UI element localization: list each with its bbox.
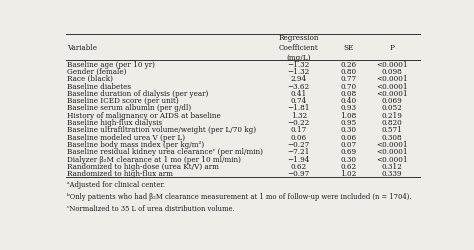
Text: 0.77: 0.77 <box>340 75 356 83</box>
Text: 0.820: 0.820 <box>381 118 402 126</box>
Text: Baseline body mass index (per kg/m²): Baseline body mass index (per kg/m²) <box>66 140 204 148</box>
Text: 0.219: 0.219 <box>381 111 402 119</box>
Text: Baseline ultrafiltration volume/weight (per L/70 kg): Baseline ultrafiltration volume/weight (… <box>66 126 255 134</box>
Text: 0.70: 0.70 <box>340 82 356 90</box>
Text: 0.308: 0.308 <box>382 133 402 141</box>
Text: <0.0001: <0.0001 <box>376 82 408 90</box>
Text: 0.06: 0.06 <box>340 133 356 141</box>
Text: Baseline duration of dialysis (per year): Baseline duration of dialysis (per year) <box>66 90 208 98</box>
Text: 0.08: 0.08 <box>340 90 356 98</box>
Text: 0.30: 0.30 <box>340 126 356 134</box>
Text: Baseline ICED score (per unit): Baseline ICED score (per unit) <box>66 97 178 105</box>
Text: 1.08: 1.08 <box>340 111 356 119</box>
Text: Baseline high-flux dialysis: Baseline high-flux dialysis <box>66 118 162 126</box>
Text: −0.22: −0.22 <box>288 118 310 126</box>
Text: 0.62: 0.62 <box>291 162 307 170</box>
Text: 0.30: 0.30 <box>340 155 356 163</box>
Text: Race (black): Race (black) <box>66 75 113 83</box>
Text: −0.27: −0.27 <box>288 140 310 148</box>
Text: <0.0001: <0.0001 <box>376 90 408 98</box>
Text: <0.0001: <0.0001 <box>376 155 408 163</box>
Text: 0.95: 0.95 <box>340 118 356 126</box>
Text: History of malignancy or AIDS at baseline: History of malignancy or AIDS at baselin… <box>66 111 220 119</box>
Text: Baseline modeled urea V (per L): Baseline modeled urea V (per L) <box>66 133 185 141</box>
Text: −1.32: −1.32 <box>288 68 310 76</box>
Text: Randomized to high-dose (urea Kt/V) arm: Randomized to high-dose (urea Kt/V) arm <box>66 162 219 170</box>
Text: Gender (female): Gender (female) <box>66 68 126 76</box>
Text: 0.62: 0.62 <box>340 162 356 170</box>
Text: 0.571: 0.571 <box>381 126 402 134</box>
Text: −1.32: −1.32 <box>288 60 310 68</box>
Text: ᵃAdjusted for clinical center.: ᵃAdjusted for clinical center. <box>66 180 164 188</box>
Text: Baseline serum albumin (per g/dl): Baseline serum albumin (per g/dl) <box>66 104 191 112</box>
Text: 0.069: 0.069 <box>381 97 402 105</box>
Text: 0.17: 0.17 <box>291 126 307 134</box>
Text: 0.26: 0.26 <box>340 60 356 68</box>
Text: <0.0001: <0.0001 <box>376 148 408 156</box>
Text: <0.0001: <0.0001 <box>376 75 408 83</box>
Text: 0.93: 0.93 <box>340 104 356 112</box>
Text: −3.62: −3.62 <box>288 82 310 90</box>
Text: −0.97: −0.97 <box>288 170 310 177</box>
Text: <0.0001: <0.0001 <box>376 60 408 68</box>
Text: SE: SE <box>343 44 354 52</box>
Text: −7.21: −7.21 <box>288 148 310 156</box>
Text: 1.02: 1.02 <box>340 170 356 177</box>
Text: 0.40: 0.40 <box>340 97 356 105</box>
Text: −1.94: −1.94 <box>288 155 310 163</box>
Text: 0.06: 0.06 <box>291 133 307 141</box>
Text: 0.339: 0.339 <box>382 170 402 177</box>
Text: <0.0001: <0.0001 <box>376 140 408 148</box>
Text: Randomized to high-flux arm: Randomized to high-flux arm <box>66 170 173 177</box>
Text: 0.41: 0.41 <box>291 90 307 98</box>
Text: 0.74: 0.74 <box>291 97 307 105</box>
Text: 2.94: 2.94 <box>291 75 307 83</box>
Text: Dialyzer β₂M clearance at 1 mo (per 10 ml/min): Dialyzer β₂M clearance at 1 mo (per 10 m… <box>66 155 241 163</box>
Text: 1.32: 1.32 <box>291 111 307 119</box>
Text: 0.69: 0.69 <box>340 148 356 156</box>
Text: 0.312: 0.312 <box>381 162 402 170</box>
Text: ᵇOnly patients who had β₂M clearance measurement at 1 mo of follow-up were inclu: ᵇOnly patients who had β₂M clearance mea… <box>66 192 411 200</box>
Text: 0.098: 0.098 <box>381 68 402 76</box>
Text: −1.81: −1.81 <box>287 104 310 112</box>
Text: 0.80: 0.80 <box>340 68 356 76</box>
Text: Baseline residual kidney urea clearanceᶜ (per ml/min): Baseline residual kidney urea clearanceᶜ… <box>66 148 263 156</box>
Text: 0.052: 0.052 <box>381 104 402 112</box>
Text: P: P <box>389 44 394 52</box>
Text: Baseline diabetes: Baseline diabetes <box>66 82 131 90</box>
Text: Regression
Coefficient
(mg/L): Regression Coefficient (mg/L) <box>278 34 319 62</box>
Text: Variable: Variable <box>66 44 97 52</box>
Text: 0.07: 0.07 <box>340 140 356 148</box>
Text: Baseline age (per 10 yr): Baseline age (per 10 yr) <box>66 60 155 68</box>
Text: ᶜNormalized to 35 L of urea distribution volume.: ᶜNormalized to 35 L of urea distribution… <box>66 204 234 212</box>
